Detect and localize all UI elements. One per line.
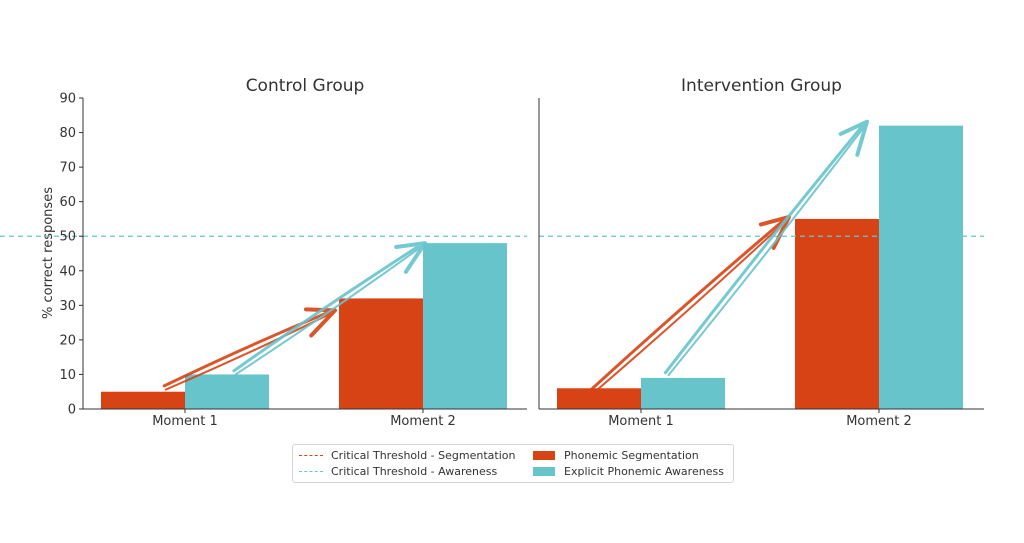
legend-label: Critical Threshold - Awareness — [331, 464, 498, 478]
y-tick-label: 30 — [59, 299, 76, 314]
bar-awareness — [185, 374, 269, 409]
y-tick-label: 50 — [59, 230, 76, 245]
legend-item-threshold-awareness: Critical Threshold - Awareness — [299, 463, 497, 479]
arrow-awareness — [663, 119, 869, 377]
arrow-awareness — [232, 241, 427, 376]
y-tick-label: 10 — [59, 368, 76, 383]
bar-awareness — [641, 377, 725, 409]
y-tick-label: 20 — [59, 333, 76, 348]
chart-panel-control: Control Group Moment 1 Moment 2 0 10 20 30 40 50… — [0, 76, 527, 429]
arrow-shaft — [162, 310, 331, 388]
legend-label: Phonemic Segmentation — [564, 448, 699, 462]
legend-label: Explicit Phonemic Awareness — [564, 464, 724, 478]
arrow-shaft — [663, 124, 864, 375]
bar-awareness — [423, 243, 507, 409]
bar-segmentation — [339, 298, 423, 409]
arrow-shaft — [589, 220, 787, 397]
y-tick-label: 70 — [59, 161, 76, 176]
y-tick-label: 60 — [59, 195, 76, 210]
arrow-segmentation — [586, 214, 791, 397]
x-tick-label: Moment 2 — [390, 414, 456, 429]
x-tick-label: Moment 1 — [152, 414, 218, 429]
y-axis-label: % correct responses — [41, 187, 56, 319]
arrow-head — [838, 119, 869, 157]
legend-swatch-segmentation — [533, 450, 555, 460]
arrow-head — [303, 307, 337, 338]
legend-item-awareness: Explicit Phonemic Awareness — [533, 463, 724, 479]
arrow-head — [394, 241, 427, 274]
chart-legend: Critical Threshold - Segmentation Critic… — [292, 444, 734, 483]
bar-awareness — [879, 125, 963, 410]
legend-swatch-threshold-segmentation — [299, 454, 323, 456]
bar-segmentation — [101, 391, 185, 409]
legend-label: Critical Threshold - Segmentation — [331, 448, 516, 462]
legend-swatch-threshold-awareness — [299, 470, 323, 472]
chart-title: Intervention Group — [681, 76, 842, 96]
arrow-shaft — [586, 218, 786, 395]
y-tick-label: 80 — [59, 126, 76, 141]
y-tick-label: 90 — [59, 92, 76, 107]
x-tick-label: Moment 2 — [846, 414, 912, 429]
bar-segmentation — [795, 218, 879, 409]
legend-item-threshold-segmentation: Critical Threshold - Segmentation — [299, 447, 515, 463]
y-tick-label: 0 — [68, 403, 76, 418]
bar-segmentation — [557, 388, 641, 409]
arrow-shaft — [667, 125, 866, 377]
arrow-shaft — [235, 246, 422, 376]
legend-swatch-awareness — [533, 466, 555, 476]
legend-item-segmentation: Phonemic Segmentation — [533, 447, 699, 463]
chart-title: Control Group — [246, 76, 365, 96]
x-tick-label: Moment 1 — [608, 414, 674, 429]
y-tick-label: 40 — [59, 264, 76, 279]
chart-panel-intervention: Intervention Group Moment 1 Moment 2 — [538, 76, 984, 429]
arrow-shaft — [232, 244, 421, 373]
